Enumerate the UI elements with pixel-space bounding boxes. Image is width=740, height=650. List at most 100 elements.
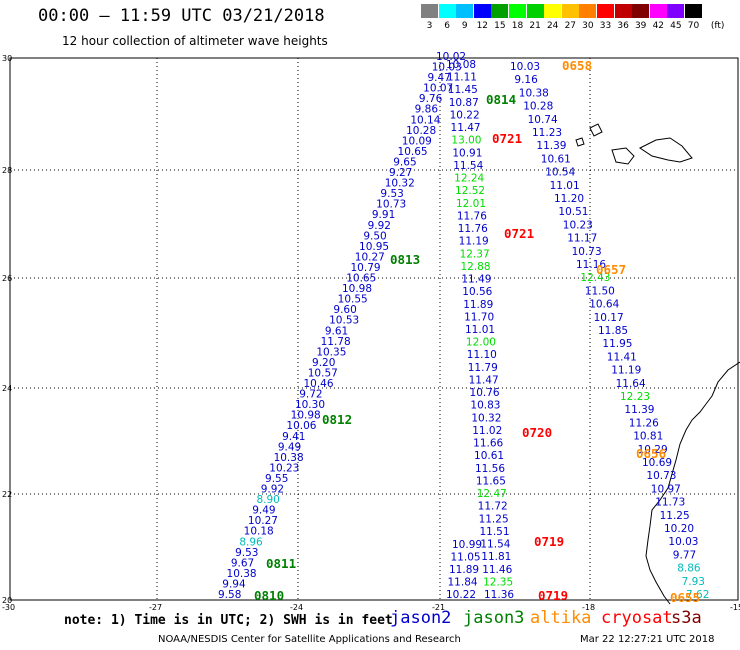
swh-label: 12.00 [466, 337, 496, 349]
swh-label: 10.38 [519, 87, 549, 99]
swh-label: 10.54 [545, 167, 575, 179]
swh-label: 10.81 [633, 431, 663, 443]
swh-label: 10.95 [359, 241, 389, 253]
swh-label: 11.84 [448, 577, 478, 589]
pass-time-label: 0813 [390, 252, 420, 267]
scale-label: 18 [511, 21, 524, 31]
swh-label: 9.27 [389, 167, 412, 179]
swh-label: 11.89 [449, 564, 479, 576]
swh-label: 11.26 [629, 417, 659, 429]
swh-label: 11.16 [576, 259, 606, 271]
scale-swatch [491, 4, 509, 18]
swh-label: 10.02 [436, 51, 466, 63]
swh-label: 11.49 [461, 274, 491, 286]
scale-swatch [579, 4, 597, 18]
swh-label: 12.23 [620, 391, 650, 403]
swh-label: 9.41 [282, 431, 305, 443]
swh-label: 11.17 [567, 233, 597, 245]
swh-label: 9.53 [380, 188, 403, 200]
pass-time-label: 0721 [504, 226, 534, 241]
lon-tick-label: -27 [149, 603, 162, 612]
island-4 [575, 137, 585, 147]
swh-label: 9.86 [415, 104, 439, 116]
swh-label: 9.20 [312, 357, 335, 369]
swh-label: 11.11 [447, 72, 477, 84]
swh-label: 11.51 [479, 526, 509, 538]
swh-label: 10.38 [274, 452, 304, 464]
scale-label: 24 [546, 21, 559, 31]
scale-swatch [632, 4, 650, 18]
timestamp: Mar 22 12:27:21 UTC 2018 [580, 634, 715, 645]
scale-swatch [438, 4, 456, 18]
scale-label: 70 [687, 21, 700, 31]
pass-time-label: 0655 [670, 590, 700, 605]
swh-label: 9.91 [372, 209, 395, 221]
scale-swatch [667, 4, 685, 18]
swh-label: 10.97 [651, 483, 681, 495]
swh-label: 11.76 [457, 210, 487, 222]
swh-label: 8.86 [677, 563, 701, 575]
swh-label: 10.22 [450, 109, 480, 121]
island-2 [611, 147, 635, 165]
swh-label: 11.54 [453, 160, 483, 172]
scale-swatch [473, 4, 491, 18]
units-note: note: 1) Time is in UTC; 2) SWH is in fe… [64, 613, 393, 628]
swh-label: 11.78 [321, 336, 351, 348]
scale-label: 12 [476, 21, 489, 31]
swh-label: 12.35 [483, 576, 513, 588]
page-subtitle: 12 hour collection of altimeter wave hei… [62, 34, 328, 48]
swh-label: 9.92 [368, 220, 391, 232]
swh-label: 10.53 [329, 315, 359, 327]
swh-label: 11.56 [475, 463, 505, 475]
swh-label: 10.61 [541, 153, 571, 165]
scale-label: 3 [426, 21, 433, 31]
swh-label: 10.98 [291, 410, 321, 422]
swh-label: 9.72 [299, 389, 322, 401]
swh-label: 10.30 [295, 399, 325, 411]
lon-tick-label: -24 [290, 603, 303, 612]
scale-swatch [526, 4, 544, 18]
swh-label: 10.17 [594, 312, 624, 324]
swh-label: 9.49 [252, 505, 275, 517]
swh-label: 10.14 [410, 114, 440, 126]
swh-label: 10.87 [449, 97, 479, 109]
swh-label: 9.55 [265, 473, 288, 485]
scale-label: 36 [617, 21, 629, 31]
lat-tick-label: 24 [2, 384, 12, 393]
legend-jason3: jason3 [463, 608, 525, 628]
swh-label: 10.51 [558, 206, 588, 218]
scale-swatch [597, 4, 614, 18]
scale-swatch [509, 4, 526, 18]
page-title: 00:00 – 11:59 UTC 03/21/2018 [38, 6, 325, 26]
swh-label: 10.65 [346, 273, 376, 285]
swh-label: 11.41 [607, 351, 637, 363]
swh-label: 10.69 [642, 457, 672, 469]
swh-label: 10.09 [402, 135, 432, 147]
pass-time-label: 0658 [562, 58, 592, 73]
center-credit: NOAA/NESDIS Center for Satellite Applica… [158, 634, 461, 645]
swh-label: 11.23 [532, 127, 562, 139]
pass-times: 0658 0814 0721 0721 0813 0657 0812 0720 0656 0719… [254, 58, 700, 605]
swh-label: 10.03 [432, 62, 462, 74]
scale-label: 9 [461, 21, 468, 31]
swh-label: 10.65 [398, 146, 428, 158]
legend-s3a: s3a [671, 608, 702, 628]
swh-label: 9.58 [218, 589, 241, 601]
pass-time-label: 0721 [492, 131, 522, 146]
swh-label: 10.32 [385, 178, 415, 190]
swh-label: 11.54 [480, 539, 510, 551]
swh-label: 13.00 [451, 135, 481, 147]
lon-tick-label: -30 [2, 603, 15, 612]
swh-label: 11.95 [602, 338, 632, 350]
swh-label: 11.47 [469, 374, 499, 386]
swh-label: 12.88 [460, 261, 490, 273]
swh-label: 9.77 [673, 549, 696, 561]
map-frame [9, 57, 739, 601]
swh-label: 11.47 [451, 122, 481, 134]
scale-label: 39 [634, 21, 647, 31]
swh-label: 10.03 [668, 536, 698, 548]
pass-time-label: 0810 [254, 588, 284, 603]
swh-label: 10.27 [248, 515, 278, 527]
scale-swatch [456, 4, 474, 18]
swh-label: 10.20 [664, 523, 694, 535]
